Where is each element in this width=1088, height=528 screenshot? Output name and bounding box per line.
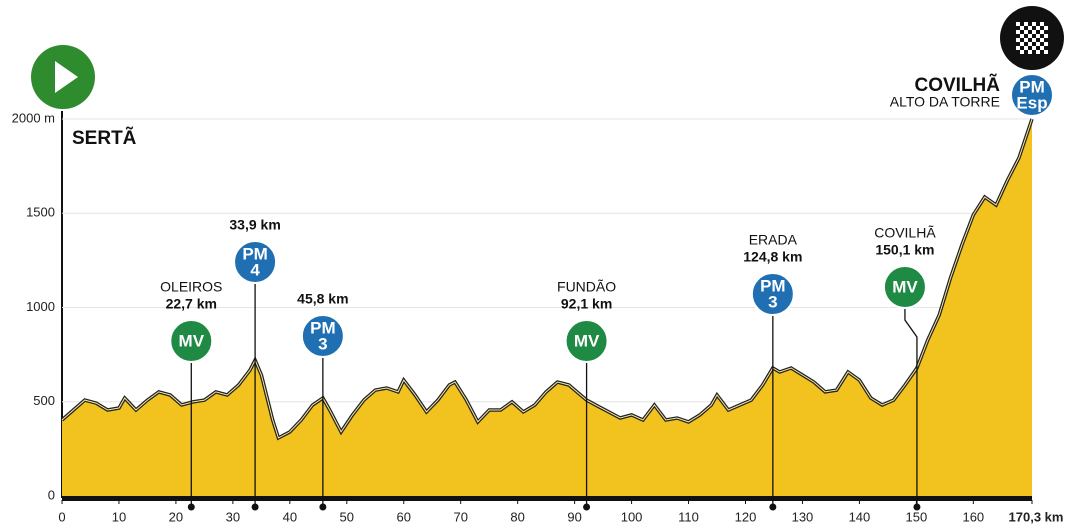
km-label: 150,1 km <box>875 242 934 258</box>
flag-square <box>1016 22 1020 26</box>
badge <box>564 319 609 363</box>
y-tick-label: 2000 m <box>12 110 55 125</box>
x-axis <box>62 496 1032 501</box>
km-dot <box>251 503 259 511</box>
x-tick-label: 60 <box>397 509 411 524</box>
y-tick-label: 1000 <box>26 299 55 314</box>
flag-square <box>1044 26 1048 30</box>
flag-square <box>1032 30 1036 34</box>
x-tick-label: 100 <box>621 509 643 524</box>
flag-square <box>1040 22 1044 26</box>
km-label: 124,8 km <box>743 249 802 265</box>
flag-square <box>1036 42 1040 46</box>
finish-subtitle: ALTO DA TORRE <box>890 94 1000 110</box>
x-tick-label: 110 <box>678 509 699 524</box>
km-label: 22,7 km <box>166 296 217 312</box>
flag-square <box>1032 22 1036 26</box>
place-label: FUNDÃO <box>557 279 616 295</box>
badge-label: PM <box>1019 77 1045 96</box>
badge <box>233 240 278 284</box>
km-dot <box>583 503 591 511</box>
badge <box>750 272 795 316</box>
place-label: ERADA <box>749 232 798 248</box>
flag-square <box>1020 34 1024 38</box>
x-tick-label: 90 <box>567 509 581 524</box>
flag-square <box>1036 34 1040 38</box>
flag-square <box>1024 46 1028 50</box>
flag-square <box>1024 30 1028 34</box>
flag-square <box>1028 50 1032 54</box>
km-dot <box>769 503 777 511</box>
flag-square <box>1028 34 1032 38</box>
flag-square <box>1044 34 1048 38</box>
km-label: 45,8 km <box>297 291 348 307</box>
badge <box>300 314 345 358</box>
x-tick-label: 20 <box>169 509 183 524</box>
flag-square <box>1016 38 1020 42</box>
flag-square <box>1032 46 1036 50</box>
flag-square <box>1028 42 1032 46</box>
flag-square <box>1036 50 1040 54</box>
flag-square <box>1036 26 1040 30</box>
elevation-area <box>62 119 1032 496</box>
flag-square <box>1044 50 1048 54</box>
km-dot <box>913 503 921 511</box>
badge-label: MV <box>574 331 600 350</box>
flag-square <box>1020 42 1024 46</box>
y-tick-label: 1500 <box>26 205 55 220</box>
flag-square <box>1032 38 1036 42</box>
badge-sub: 3 <box>318 334 327 353</box>
x-tick-label: 170,3 km <box>1009 509 1064 524</box>
flag-square <box>1040 30 1044 34</box>
km-dot <box>187 503 195 511</box>
start-icon <box>31 45 95 109</box>
km-label: 92,1 km <box>561 296 612 312</box>
badge-label: PM <box>242 244 268 263</box>
place-label: COVILHÃ <box>874 225 936 241</box>
start-name: SERTÃ <box>72 127 137 149</box>
badge-sub: 4 <box>250 260 260 279</box>
x-tick-label: 120 <box>735 509 757 524</box>
flag-square <box>1040 38 1044 42</box>
x-tick-label: 140 <box>849 509 871 524</box>
x-tick-label: 70 <box>453 509 467 524</box>
flag-square <box>1020 26 1024 30</box>
flag-square <box>1016 46 1020 50</box>
finish-icon <box>1000 6 1064 70</box>
x-tick-label: 30 <box>226 509 240 524</box>
badge-label: MV <box>892 277 918 296</box>
badge-label: PM <box>310 318 336 337</box>
y-tick-label: 0 <box>48 487 55 502</box>
badge-sub: Esp <box>1016 93 1047 112</box>
x-tick-label: 0 <box>58 509 65 524</box>
badge <box>882 265 927 309</box>
km-dot <box>319 503 327 511</box>
flag-square <box>1040 46 1044 50</box>
y-tick-label: 500 <box>33 393 55 408</box>
place-label: OLEIROS <box>160 279 222 295</box>
flag-square <box>1024 22 1028 26</box>
badge <box>169 319 214 363</box>
x-tick-label: 160 <box>962 509 984 524</box>
km-label: 33,9 km <box>229 217 280 233</box>
flag-square <box>1028 26 1032 30</box>
x-tick-label: 80 <box>510 509 524 524</box>
flag-square <box>1024 38 1028 42</box>
badge-label: PM <box>760 276 786 295</box>
flag-square <box>1044 42 1048 46</box>
flag-square <box>1020 50 1024 54</box>
x-tick-label: 40 <box>283 509 297 524</box>
elevation-line-inner <box>61 118 1033 439</box>
badge-label: MV <box>179 331 205 350</box>
x-tick-label: 150 <box>906 509 928 524</box>
badge-sub: 3 <box>768 292 777 311</box>
x-tick-label: 130 <box>792 509 814 524</box>
badge <box>1010 73 1054 117</box>
flag-square <box>1016 30 1020 34</box>
x-tick-label: 10 <box>112 509 126 524</box>
x-tick-label: 50 <box>340 509 354 524</box>
finish-name: COVILHÃ <box>915 74 1001 96</box>
